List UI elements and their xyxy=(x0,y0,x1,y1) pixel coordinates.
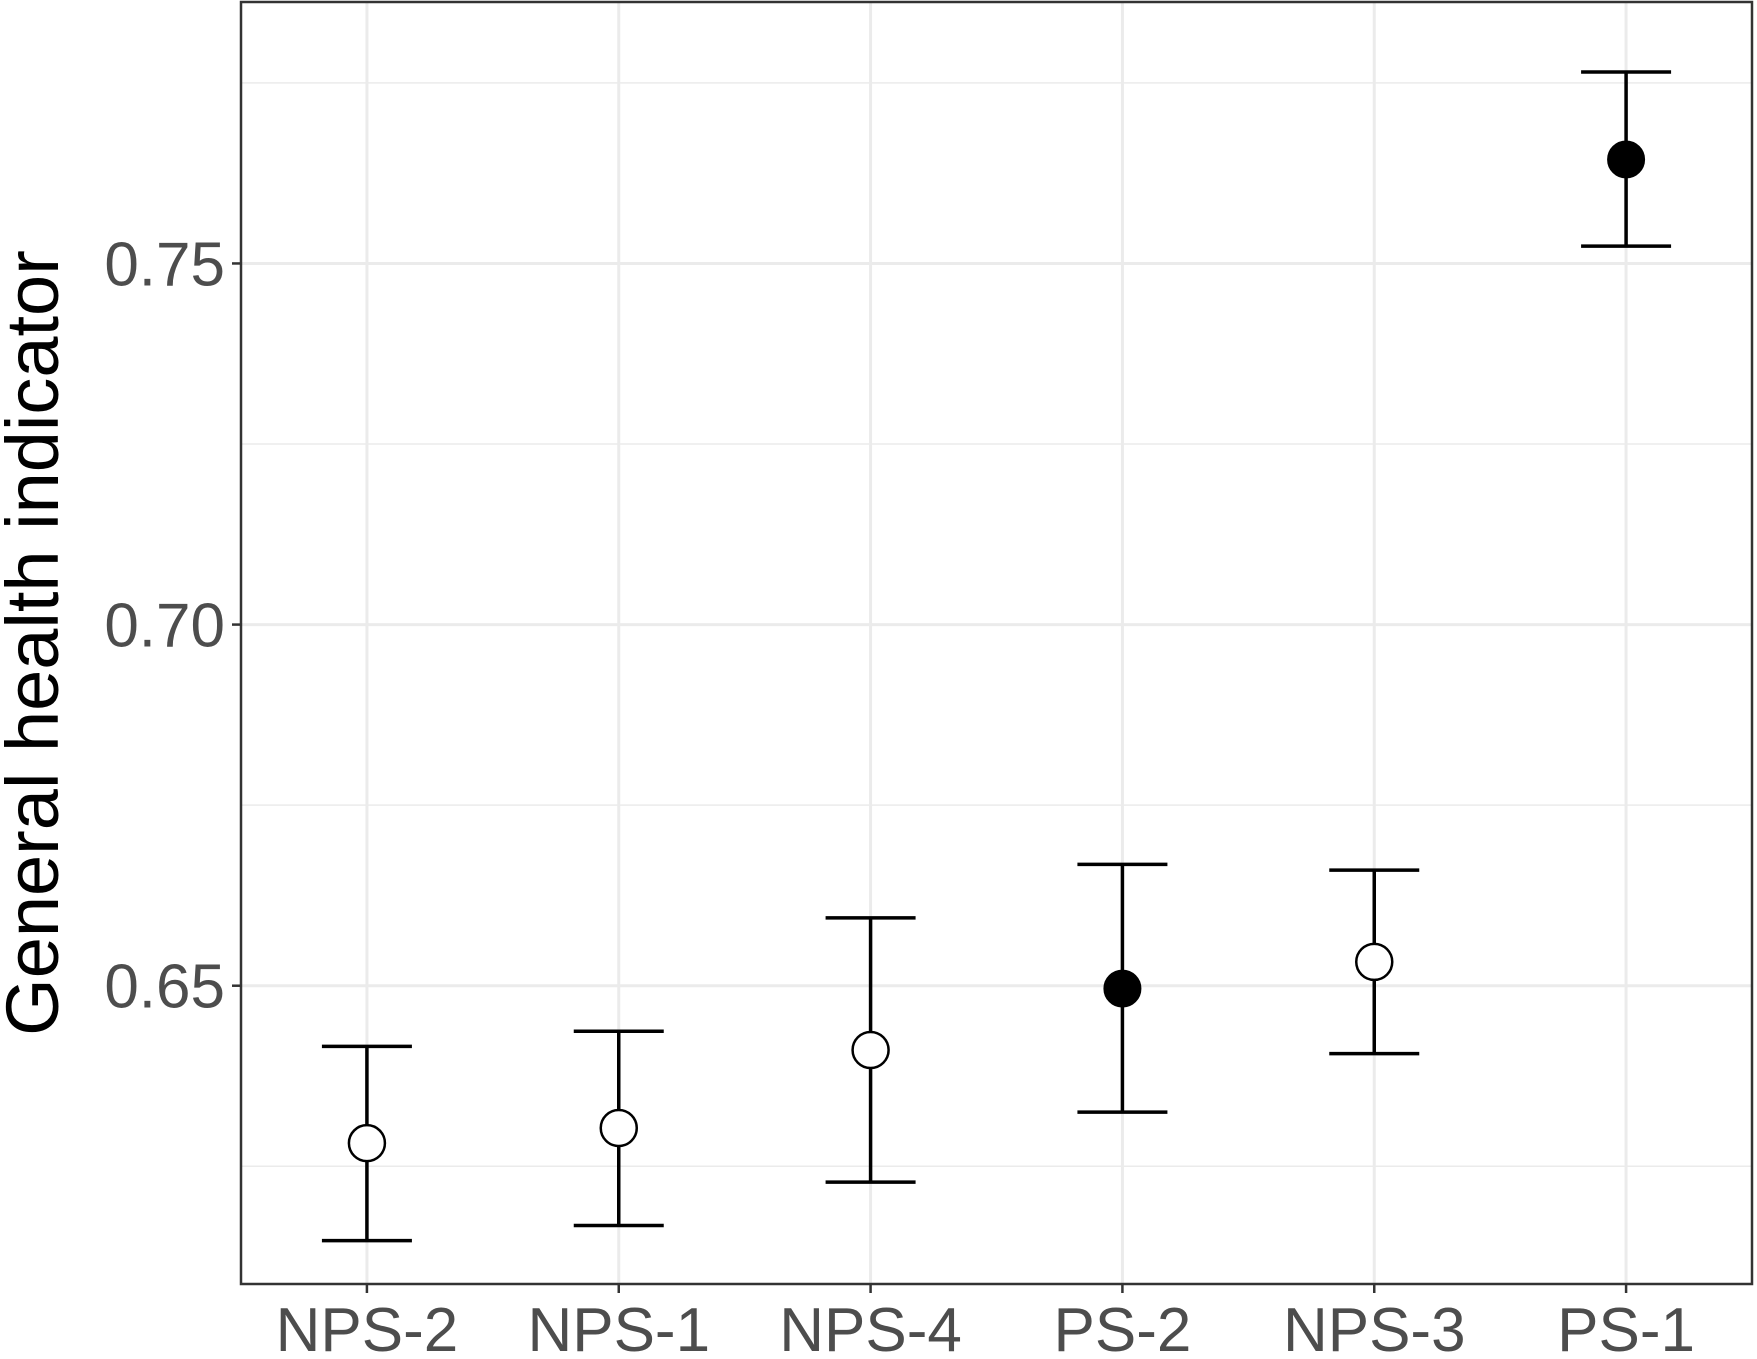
error-bar-point xyxy=(1077,862,1168,1114)
x-tick-label: NPS-2 xyxy=(276,1296,459,1354)
y-tick-label: 0.75 xyxy=(104,230,225,299)
y-axis-title: General health indicator xyxy=(0,250,74,1036)
open-point-marker xyxy=(347,1123,387,1163)
x-tick-label: PS-1 xyxy=(1557,1296,1695,1354)
error-bar-point xyxy=(1329,868,1420,1056)
x-tick-label: PS-2 xyxy=(1053,1296,1191,1354)
filled-point-marker xyxy=(1607,140,1646,179)
error-bar-point xyxy=(321,1044,412,1243)
error-bar-point xyxy=(1581,70,1672,248)
data-points xyxy=(321,70,1672,1243)
grid-lines xyxy=(241,2,1752,1284)
x-tick-label: NPS-3 xyxy=(1283,1296,1466,1354)
x-tick-label: NPS-4 xyxy=(779,1296,962,1354)
error-bar-point xyxy=(825,916,916,1184)
open-point-marker xyxy=(599,1108,638,1148)
error-bar-point xyxy=(573,1029,664,1228)
y-tick-label: 0.65 xyxy=(104,953,225,1022)
open-point-marker xyxy=(1355,942,1394,982)
x-tick-label: NPS-1 xyxy=(527,1296,710,1354)
open-point-marker xyxy=(851,1030,890,1070)
filled-point-marker xyxy=(1103,969,1142,1008)
panel-border xyxy=(239,0,1754,1286)
y-tick-label: 0.70 xyxy=(104,592,225,661)
axes: 0.65 0.70 0.75 NPS-2 NPS-1 NPS-4 PS-2 NPS-3 PS-1 xyxy=(104,230,1695,1359)
